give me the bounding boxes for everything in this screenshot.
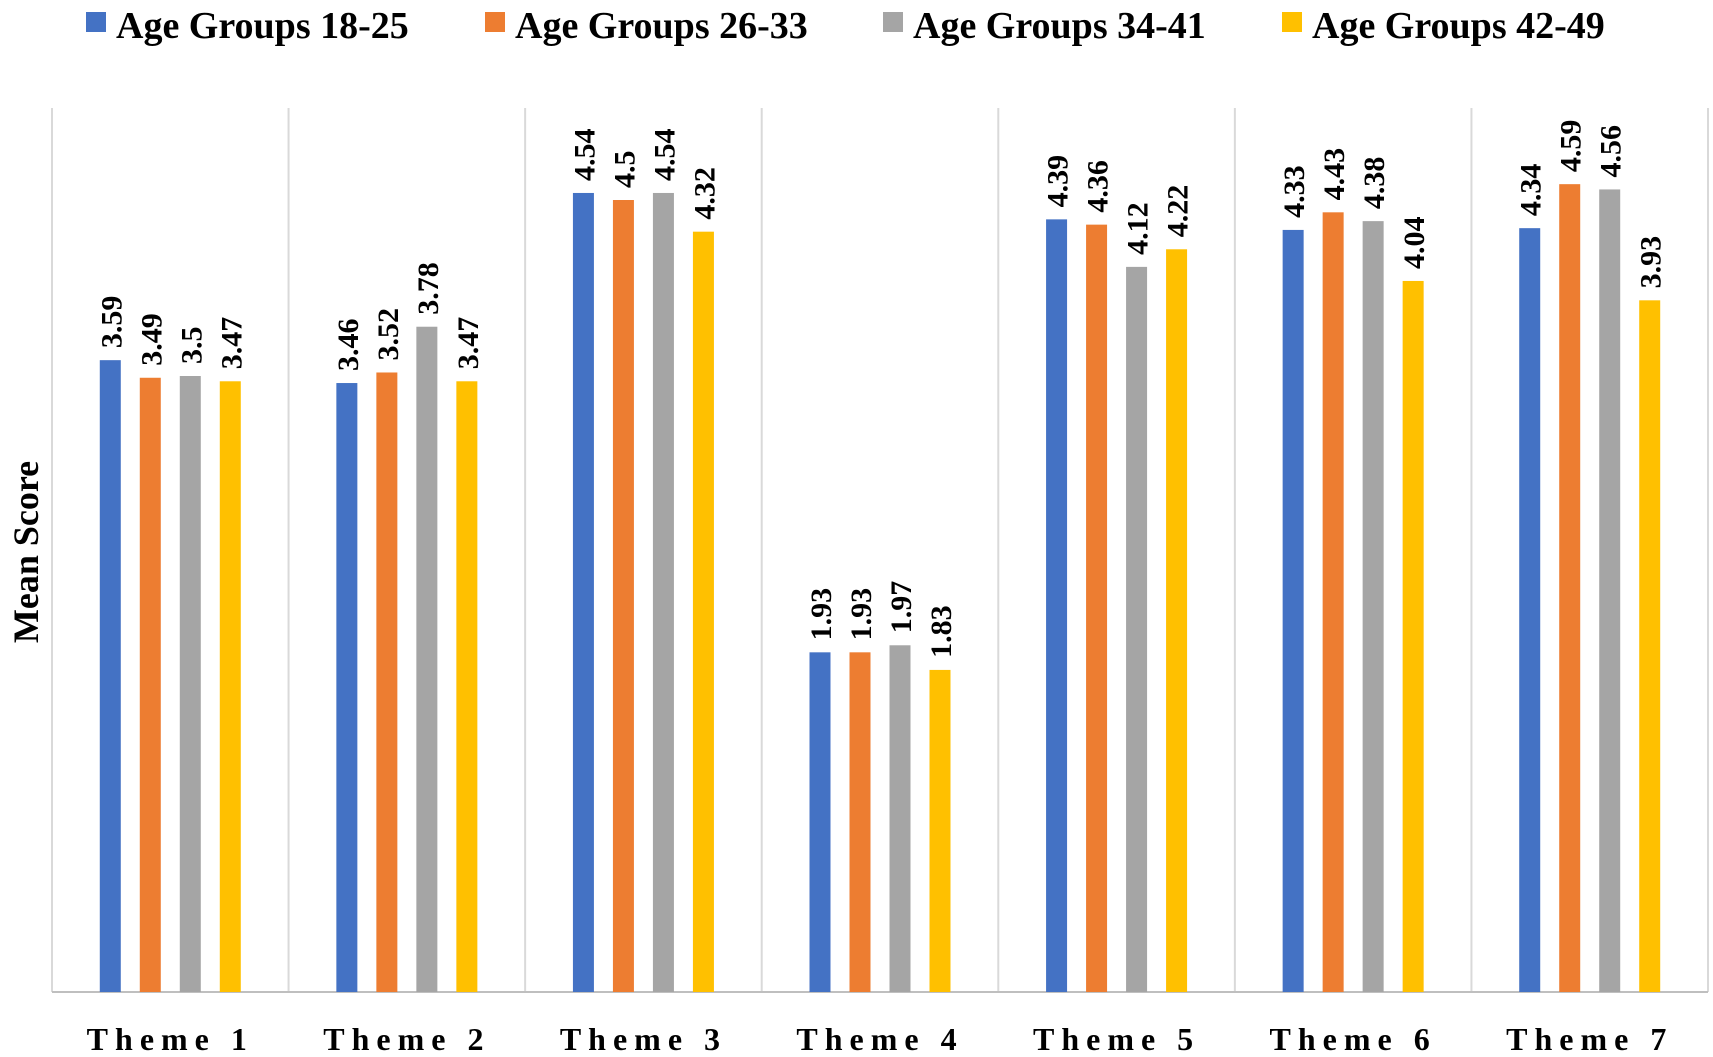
data-label: 3.46: [332, 319, 365, 372]
data-label: 4.33: [1278, 165, 1311, 218]
data-label: 4.54: [568, 128, 601, 181]
data-label: 3.52: [372, 308, 405, 361]
data-label: 4.12: [1122, 202, 1155, 255]
legend-swatch: [883, 12, 903, 32]
bar: [336, 383, 358, 992]
data-label: 1.93: [805, 588, 838, 641]
data-label: 1.83: [925, 605, 958, 658]
legend-swatch: [86, 12, 106, 32]
data-label: 3.47: [452, 317, 485, 370]
bar: [219, 381, 241, 992]
x-tick-label: Theme 5: [1033, 1021, 1200, 1057]
data-label: 1.97: [885, 581, 918, 634]
data-label: 4.39: [1042, 155, 1075, 208]
bar: [612, 200, 634, 992]
y-axis-label: Mean Score: [6, 461, 46, 643]
x-tick-label: Theme 1: [87, 1021, 254, 1057]
data-label: 4.43: [1318, 148, 1351, 201]
bar: [692, 231, 714, 992]
bar: [1282, 229, 1304, 993]
data-labels: 3.59 3.49 3.5 3.47 3.46 3.523.783.474.54 4.5 4.…: [95, 120, 1667, 658]
data-label: 3.93: [1635, 236, 1668, 289]
legend-label: Age Groups 18-25: [116, 5, 409, 47]
x-tick-label: Theme 7: [1506, 1021, 1673, 1057]
bar: [1166, 249, 1188, 992]
data-label: 1.93: [845, 588, 878, 641]
x-tick-label: Theme 4: [796, 1021, 963, 1057]
data-label: 4.38: [1358, 157, 1391, 210]
bar: [1519, 228, 1541, 992]
bar: [929, 669, 951, 992]
legend: Age Groups 18-25 Age Groups 26-33 Age Grou…: [86, 5, 1605, 47]
bar: [572, 192, 594, 992]
bar: [179, 376, 201, 992]
bar: [1599, 189, 1621, 992]
bar: [456, 381, 478, 992]
bar: [376, 372, 398, 993]
bar: [1322, 212, 1344, 992]
bar: [1126, 266, 1148, 992]
bar: [1046, 219, 1068, 993]
legend-label: Age Groups 34-41: [913, 5, 1206, 47]
data-label: 4.5: [608, 151, 641, 189]
bar: [1086, 224, 1108, 992]
data-label: 3.49: [135, 313, 168, 366]
data-label: 4.04: [1398, 216, 1431, 269]
x-tick-label: Theme 2: [323, 1021, 490, 1057]
data-label: 4.22: [1162, 185, 1195, 238]
bar: [139, 377, 161, 992]
bar: [1402, 280, 1424, 993]
legend-swatch: [1282, 12, 1302, 32]
bar: [99, 360, 121, 992]
bar: [416, 326, 438, 993]
legend-swatch: [485, 12, 505, 32]
x-tick-labels: Theme 1 Theme 2 Theme 3 Theme 4 Theme 5 Theme…: [87, 1021, 1673, 1057]
data-label: 4.34: [1515, 164, 1548, 217]
data-label: 3.5: [175, 327, 208, 365]
data-label: 4.59: [1555, 120, 1588, 173]
data-label: 3.47: [215, 317, 248, 370]
bar: [1559, 184, 1581, 992]
bar: [1639, 300, 1661, 992]
bar: [1362, 221, 1384, 992]
legend-label: Age Groups 26-33: [515, 5, 808, 47]
data-label: 4.36: [1082, 160, 1115, 213]
data-label: 3.59: [95, 296, 128, 349]
x-tick-label: Theme 3: [560, 1021, 727, 1057]
bar: [809, 652, 831, 992]
data-label: 4.56: [1595, 125, 1628, 178]
data-label: 3.78: [412, 262, 445, 315]
data-label: 4.32: [688, 167, 721, 220]
bar: [652, 192, 674, 992]
legend-label: Age Groups 42-49: [1312, 5, 1605, 47]
category-separators: [51, 108, 1709, 992]
data-label: 4.54: [648, 128, 681, 181]
x-tick-label: Theme 6: [1270, 1021, 1437, 1057]
bar: [889, 645, 911, 992]
bars: [99, 184, 1661, 993]
bar: [849, 652, 871, 992]
